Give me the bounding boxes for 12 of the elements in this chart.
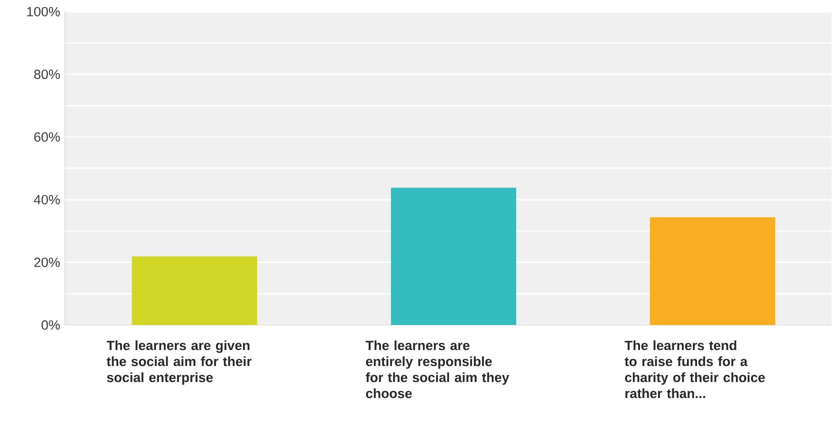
y-tick-label: 60%	[34, 132, 60, 142]
bar	[390, 188, 516, 325]
y-tick-label: 20%	[34, 258, 60, 268]
bar	[132, 256, 258, 325]
y-tick-label: 80%	[34, 70, 60, 80]
bar	[650, 217, 776, 325]
x-tick-label: The learners tend to raise funds for a charity of their choice rather than...	[624, 340, 765, 398]
y-tick-label: 100%	[27, 6, 60, 16]
y-tick-label: 40%	[34, 194, 60, 204]
x-tick-label: The learners are entirely responsible for the social aim they choose	[366, 340, 510, 398]
y-tick-label: 0%	[42, 320, 60, 330]
x-tick-label: The learners are given the social aim for their social enterprise	[106, 340, 252, 385]
